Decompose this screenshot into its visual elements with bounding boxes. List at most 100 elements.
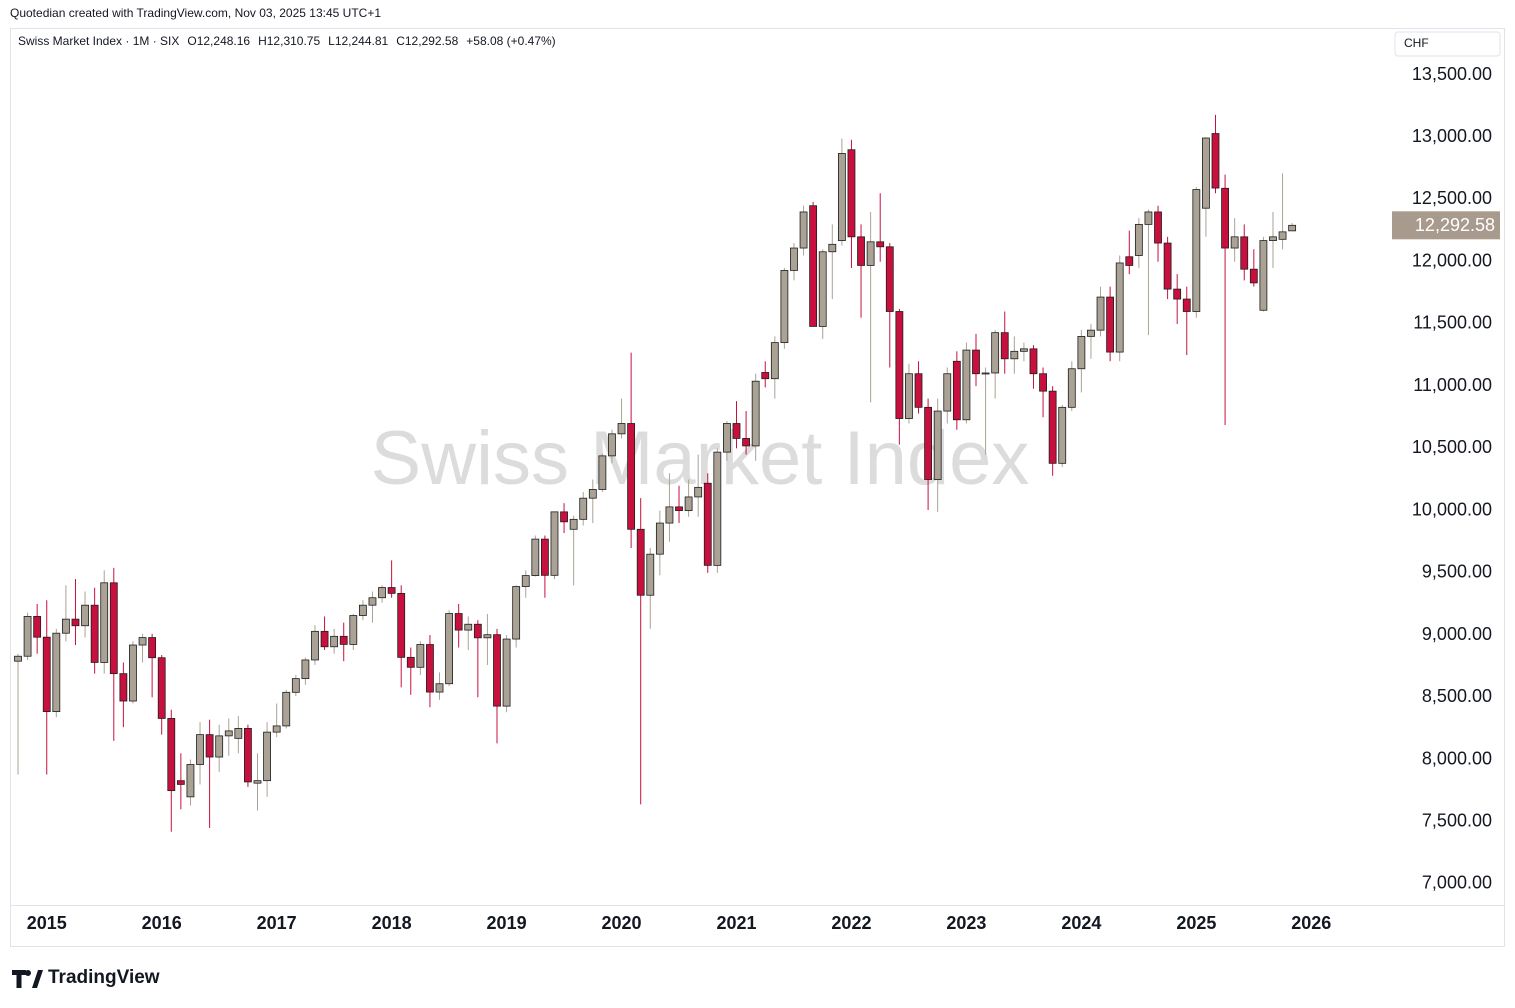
candle-body <box>291 678 300 693</box>
ohlc-value: L12,244.81 <box>328 34 388 48</box>
last-price-label: 12,292.58 <box>1415 215 1495 235</box>
candle-body <box>703 482 712 566</box>
ohlc-value: H12,310.75 <box>258 34 320 48</box>
candle-body <box>521 575 530 587</box>
candle-body <box>33 616 42 638</box>
candle-body <box>1058 406 1067 464</box>
candle-body <box>52 632 61 713</box>
chart-frame <box>10 28 1505 947</box>
candle-body <box>119 673 128 702</box>
y-tick-label: 7,000.00 <box>1422 873 1492 893</box>
x-tick-label: 2023 <box>946 913 986 933</box>
candle-body <box>1182 298 1191 312</box>
brand: TradingView <box>48 967 160 988</box>
candle-body <box>876 241 885 248</box>
y-tick-label: 10,000.00 <box>1412 499 1492 519</box>
candle-body <box>943 373 952 412</box>
candle-body <box>914 373 923 408</box>
candle-body <box>828 243 837 253</box>
candle-body <box>253 780 262 784</box>
candle-body <box>723 423 731 453</box>
y-tick-label: 13,500.00 <box>1412 64 1492 84</box>
candle-body <box>148 637 157 659</box>
candle-body <box>272 725 281 733</box>
candle-body <box>952 360 961 421</box>
candle-body <box>550 511 559 576</box>
candle-body <box>1125 256 1134 266</box>
candle-body <box>387 587 396 594</box>
candle-body <box>751 380 760 447</box>
candle-body <box>847 149 856 238</box>
y-tick-label: 12,000.00 <box>1412 250 1492 270</box>
candle-body <box>1211 133 1220 189</box>
candle-body <box>579 497 588 520</box>
candle-body <box>665 506 674 524</box>
candle-body <box>339 635 348 645</box>
candle-body <box>675 506 683 512</box>
candle-body <box>799 211 808 249</box>
candle-body <box>790 247 798 271</box>
candle-body <box>1029 348 1038 375</box>
candle-body <box>1278 231 1287 240</box>
candle-body <box>885 246 894 312</box>
x-tick-label: 2019 <box>487 913 527 933</box>
candle-body <box>397 592 406 658</box>
candle-body <box>186 764 195 798</box>
symbol-legend: Swiss Market Index · 1M · SIX O12,248.16 H… <box>18 34 556 48</box>
candle-body <box>1192 189 1201 312</box>
candle-body <box>1259 240 1268 311</box>
candle-body <box>1163 242 1172 290</box>
candle-body <box>895 311 904 419</box>
candle-body <box>905 373 913 419</box>
candle-body <box>416 644 425 668</box>
candle-body <box>1096 296 1105 331</box>
x-tick-label: 2017 <box>257 913 297 933</box>
candle-body <box>780 270 789 344</box>
currency: CHF <box>1404 36 1429 50</box>
candle-body <box>445 613 454 685</box>
candle-body <box>1010 350 1019 360</box>
ohlc-value: O12,248.16 <box>187 34 250 48</box>
watermark: Swiss Market Index <box>371 416 1030 501</box>
symbol: Swiss Market Index · 1M · SIX <box>18 34 179 48</box>
candle-body <box>196 734 204 765</box>
candle-body <box>90 604 99 663</box>
candle-body <box>81 604 89 627</box>
candle-body <box>14 655 22 662</box>
candle-body <box>42 636 51 713</box>
x-tick-label: 2018 <box>372 913 412 933</box>
candle-body <box>454 613 463 631</box>
candle-body <box>473 623 482 639</box>
candle-body <box>368 597 377 606</box>
candle-body <box>655 522 664 555</box>
candle-body <box>157 657 166 719</box>
candle-body <box>924 406 932 480</box>
y-tick-label: 9,000.00 <box>1422 624 1492 644</box>
candle-body <box>330 635 339 648</box>
candle-body <box>1269 236 1277 241</box>
candle-body <box>1000 332 1009 360</box>
currency-box <box>1394 31 1501 57</box>
y-tick-label: 9,500.00 <box>1422 562 1492 582</box>
candle-body <box>933 410 942 480</box>
candle-body <box>770 342 779 380</box>
candle-body <box>244 728 252 783</box>
candle-body <box>378 587 386 599</box>
candle-body <box>1230 236 1239 249</box>
y-tick-label: 13,000.00 <box>1412 126 1492 146</box>
y-tick-label: 8,500.00 <box>1422 686 1492 706</box>
candle-body <box>991 332 1000 374</box>
candle-body <box>541 538 549 576</box>
candle-body <box>531 538 540 576</box>
candle-body <box>761 372 770 380</box>
candle-body <box>1115 262 1124 353</box>
candle-body <box>1221 187 1229 249</box>
candle-body <box>1173 288 1182 300</box>
candle-body <box>1048 390 1057 464</box>
candle-body <box>176 780 185 785</box>
x-tick-label: 2025 <box>1176 913 1216 933</box>
candle-body <box>713 451 722 566</box>
ohlc-value: +58.08 (+0.47%) <box>466 34 555 48</box>
candle-body <box>627 423 636 530</box>
